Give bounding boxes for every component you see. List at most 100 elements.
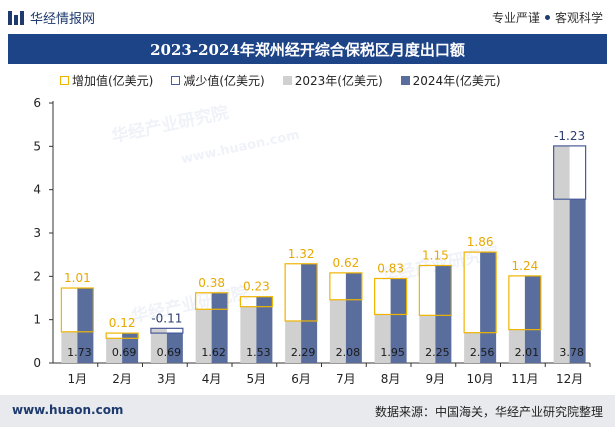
legend-item-increase[interactable]: 增加值(亿美元): [60, 72, 153, 89]
slogan-right: 客观科学: [554, 11, 603, 25]
legend-swatch-increase: [60, 76, 69, 85]
value-label-2024: 0.69: [157, 346, 182, 359]
bar-2023: [61, 331, 78, 363]
legend-item-2023[interactable]: 2023年(亿美元): [282, 72, 383, 89]
legend-swatch-2024: [400, 76, 410, 85]
chart-legend: 增加值(亿美元) 减少值(亿美元) 2023年(亿美元) 2024年(亿美元): [60, 72, 501, 89]
y-tick-label: 1: [33, 313, 41, 327]
y-tick-label: 4: [33, 183, 41, 197]
y-tick-label: 6: [33, 96, 41, 110]
value-label-2024: 0.69: [112, 346, 137, 359]
value-label-2024: 1.53: [246, 346, 271, 359]
change-label-increase: 0.62: [333, 256, 360, 270]
x-tick-label: 4月: [202, 372, 222, 386]
change-box-increase: [284, 263, 318, 322]
legend-item-2024[interactable]: 2024年(亿美元): [400, 72, 501, 89]
x-tick-label: 2月: [112, 372, 132, 386]
value-label-2024: 2.01: [515, 346, 540, 359]
value-label-2024: 1.73: [67, 346, 92, 359]
change-label-increase: 1.32: [288, 247, 315, 261]
change-box-increase: [105, 332, 139, 339]
legend-label-2024: 2024年(亿美元): [412, 74, 501, 88]
value-label-2024: 2.29: [291, 346, 316, 359]
x-tick-label: 7月: [336, 372, 356, 386]
bar-2023: [240, 306, 257, 363]
x-tick-label: 8月: [381, 372, 401, 386]
value-label-2024: 1.62: [201, 346, 226, 359]
change-box-decrease: [150, 327, 184, 334]
bar-2023: [374, 314, 391, 363]
x-tick-label: 5月: [247, 372, 267, 386]
top-bar: 华经情报网 专业严谨 客观科学: [0, 0, 615, 34]
bar-2023: [553, 145, 570, 363]
bar-2024: [77, 288, 94, 363]
change-label-increase: 1.24: [512, 259, 539, 273]
x-tick-label: 9月: [426, 372, 446, 386]
bullet-dot-icon: [544, 15, 550, 20]
bar-2024: [480, 252, 497, 363]
change-label-increase: 1.86: [467, 235, 494, 249]
bar-2024: [390, 278, 407, 363]
value-label-2024: 2.56: [470, 346, 495, 359]
change-box-decrease: [553, 145, 587, 200]
footer-url[interactable]: www.huaon.com: [12, 403, 124, 417]
bar-2023: [195, 309, 212, 363]
x-tick-label: 3月: [157, 372, 177, 386]
legend-label-increase: 增加值(亿美元): [72, 74, 154, 88]
brand[interactable]: 华经情报网: [8, 8, 95, 27]
legend-swatch-2023: [282, 76, 292, 85]
change-box-increase: [508, 275, 542, 331]
legend-item-decrease[interactable]: 减少值(亿美元): [171, 72, 265, 89]
bar-2023: [464, 332, 481, 363]
y-tick-label: 2: [33, 269, 41, 283]
value-label-2024: 3.78: [559, 346, 584, 359]
legend-label-decrease: 减少值(亿美元): [183, 74, 265, 88]
change-label-increase: 0.83: [377, 262, 404, 276]
change-box-increase: [239, 296, 273, 308]
bar-2024: [524, 275, 541, 363]
y-tick-label: 0: [33, 356, 41, 370]
bar-2024: [435, 265, 452, 363]
bar-2023: [285, 320, 302, 363]
change-label-increase: 1.15: [422, 249, 449, 263]
x-tick-label: 12月: [556, 372, 583, 386]
change-box-increase: [374, 277, 408, 316]
slogan-left: 专业严谨: [491, 11, 540, 25]
change-label-increase: 0.23: [243, 280, 270, 294]
legend-label-2023: 2023年(亿美元): [294, 74, 383, 88]
change-box-increase: [418, 264, 452, 316]
bar-2023: [508, 329, 525, 363]
brand-name: 华经情报网: [30, 12, 96, 27]
y-tick-label: 5: [33, 139, 41, 153]
slogan: 专业严谨 客观科学: [492, 9, 603, 26]
bar-2023: [419, 315, 436, 363]
bar-2023: [329, 299, 346, 363]
change-label-increase: 0.38: [198, 276, 225, 290]
legend-swatch-decrease: [171, 76, 181, 85]
x-tick-label: 1月: [68, 372, 88, 386]
bar-2024: [166, 333, 183, 363]
change-box-increase: [195, 292, 229, 310]
bar-2023: [150, 328, 167, 363]
chart-title-bar: 2023-2024年郑州经开综合保税区月度出口额: [8, 34, 607, 64]
bar-2023: [106, 338, 123, 363]
change-box-increase: [463, 251, 497, 334]
value-label-2024: 2.08: [336, 346, 361, 359]
y-tick-label: 3: [33, 226, 41, 240]
change-label-increase: 1.01: [64, 271, 91, 285]
bar-2024: [211, 292, 228, 363]
bar-2024: [569, 199, 586, 363]
footer-source: 数据来源：中国海关，华经产业研究院整理: [374, 405, 603, 419]
x-tick-label: 10月: [466, 372, 493, 386]
bar-2024: [301, 263, 318, 363]
chart-title: 2023-2024年郑州经开综合保税区月度出口额: [150, 40, 465, 59]
change-label-increase: 0.12: [109, 316, 136, 330]
x-tick-label: 6月: [291, 372, 311, 386]
bar-2024: [122, 333, 139, 363]
bar-2024: [345, 272, 362, 363]
value-label-2024: 1.95: [380, 346, 405, 359]
x-tick-label: 11月: [511, 372, 538, 386]
chart-plot: 0 1 2 3 4 5 6 1月 1.01 1.73 2月 0.12 0.69 3月 -0.11 0.69 4月…: [33, 96, 591, 386]
value-label-2024: 2.25: [425, 346, 450, 359]
change-box-increase: [329, 272, 363, 301]
